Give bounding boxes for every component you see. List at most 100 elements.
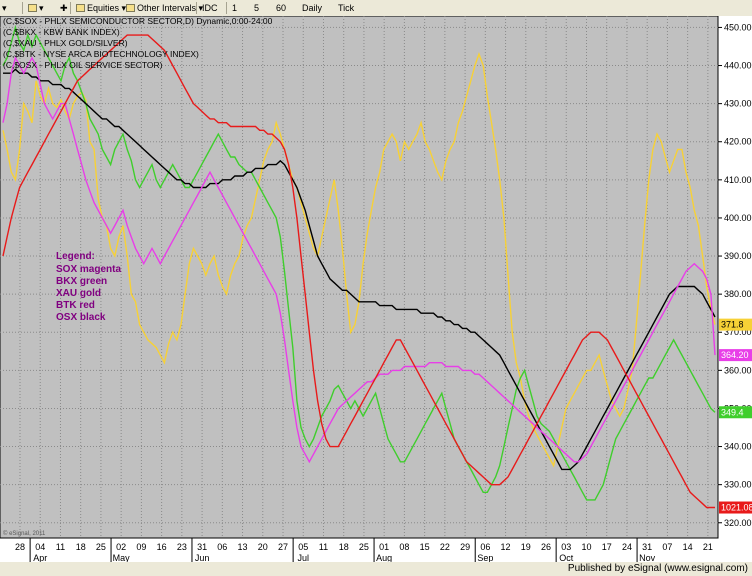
folder-icon — [28, 4, 37, 12]
y-tick-label: 360.00 — [724, 365, 752, 375]
last-value-label: 371.8 — [721, 320, 744, 330]
x-tick-label: 03 — [561, 542, 571, 552]
series-header-0: (C,$SOX - PHLX SEMICONDUCTOR SECTOR,D) D… — [3, 16, 273, 26]
y-tick-label: 420.00 — [724, 137, 752, 147]
toolbar-item-label: ▾ — [2, 3, 7, 13]
x-tick-label: 24 — [622, 542, 632, 552]
series-header-4: (C,$OSX - PHLX OIL SERVICE SECTOR) — [3, 60, 163, 70]
toolbar-separator — [196, 2, 197, 14]
series-line-sox — [2, 56, 716, 464]
toolbar-item-0[interactable]: ▾ — [2, 0, 7, 16]
x-tick-label: 15 — [420, 542, 430, 552]
toolbar-item-7[interactable]: 5 — [254, 0, 259, 16]
last-value-box-xau — [719, 318, 752, 331]
last-value-box-sox — [719, 349, 752, 362]
y-tick-label: 430.00 — [724, 99, 752, 109]
x-tick-label: 09 — [136, 542, 146, 552]
toolbar-item-10[interactable]: Tick — [338, 0, 354, 16]
legend-item: BTK red — [56, 300, 95, 311]
x-tick-label: 10 — [581, 542, 591, 552]
x-tick-label: 25 — [359, 542, 369, 552]
month-label: Nov — [639, 553, 656, 562]
x-tick-label: 20 — [258, 542, 268, 552]
x-tick-label: 19 — [521, 542, 531, 552]
x-tick-label: 17 — [602, 542, 612, 552]
x-tick-label: 31 — [642, 542, 652, 552]
folder-icon — [126, 4, 135, 12]
x-tick-label: 21 — [703, 542, 713, 552]
x-tick-label: 01 — [379, 542, 389, 552]
x-tick-label: 12 — [501, 542, 511, 552]
y-tick-label: 320.00 — [724, 518, 752, 528]
toolbar-item-9[interactable]: Daily — [302, 0, 322, 16]
legend-item: BKX green — [56, 276, 107, 287]
last-value-box-btk — [719, 501, 752, 514]
folder-icon — [76, 4, 85, 12]
toolbar-item-3[interactable]: Equities ▾ — [76, 0, 126, 16]
x-tick-label: 02 — [116, 542, 126, 552]
toolbar-item-2[interactable]: ✚ — [60, 0, 68, 16]
month-label: Jul — [297, 553, 309, 562]
toolbar-item-label: Other Intervals ▾ — [137, 3, 204, 13]
month-label: Sep — [477, 553, 493, 562]
toolbar-separator — [22, 2, 23, 14]
x-tick-label: 31 — [197, 542, 207, 552]
plot-area — [0, 16, 719, 539]
x-tick-label: 06 — [217, 542, 227, 552]
toolbar-separator — [70, 2, 71, 14]
last-value-label: 1021.08 — [721, 503, 752, 513]
month-label: Aug — [376, 553, 392, 562]
footer-bar: Published by eSignal (www.esignal.com) — [0, 562, 752, 576]
x-tick-label: 11 — [319, 542, 328, 552]
series-line-btk — [2, 34, 715, 509]
toolbar-item-label: 1 — [232, 3, 238, 13]
y-tick-label: 400.00 — [724, 213, 752, 223]
y-tick-label: 330.00 — [724, 480, 752, 490]
x-tick-label: 29 — [460, 542, 470, 552]
toolbar-item-label: Equities ▾ — [87, 3, 127, 13]
series-header-3: (C,$BTK - NYSE ARCA BIOTECHNOLOGY INDEX) — [3, 49, 199, 59]
month-label: Apr — [33, 553, 47, 562]
x-tick-label: 28 — [15, 542, 25, 552]
toolbar-item-4[interactable]: Other Intervals ▾ — [126, 0, 203, 16]
month-label: Oct — [559, 553, 574, 562]
x-tick-label: 07 — [662, 542, 672, 552]
x-tick-label: 18 — [76, 542, 86, 552]
legend-item: OSX black — [56, 312, 106, 323]
last-value-label: 349.4 — [721, 407, 744, 417]
last-value-box-bkx — [719, 406, 752, 419]
price-chart: 450.00 440.00 430.00 420.00 410.00 400.00 390.… — [0, 16, 752, 562]
x-tick-label: 26 — [541, 542, 551, 552]
toolbar-item-label: 60 — [276, 3, 287, 13]
y-tick-label: 390.00 — [724, 251, 752, 261]
y-tick-label: 380.00 — [724, 289, 752, 299]
month-label: Jun — [195, 553, 210, 562]
series-line-osx — [3, 68, 716, 471]
x-tick-label: 08 — [399, 542, 409, 552]
y-tick-label: 340.00 — [724, 442, 752, 452]
x-tick-label: 13 — [238, 542, 248, 552]
y-tick-label: 370.00 — [724, 327, 752, 337]
x-tick-label: 14 — [683, 542, 693, 552]
toolbar-item-6[interactable]: 1 — [232, 0, 237, 16]
x-tick-label: 18 — [339, 542, 349, 552]
toolbar-item-1[interactable]: ▾ — [28, 0, 44, 16]
last-value-label: 364.20 — [721, 350, 749, 360]
watermark: © eSignal, 2011 — [3, 530, 46, 537]
x-tick-label: 16 — [157, 542, 167, 552]
series-header-1: (C,$BKX - KBW BANK INDEX) — [3, 27, 120, 37]
toolbar-item-label: ▾ — [39, 3, 44, 13]
toolbar-item-label: IDC — [202, 3, 218, 13]
toolbar: ▾ ▾ ✚ Equities ▾ Other Intervals ▾ IDC 1 5 60 Dai… — [0, 0, 752, 17]
y-tick-label: 440.00 — [724, 61, 752, 71]
x-tick-label: 23 — [177, 542, 187, 552]
legend-title: Legend: — [56, 251, 95, 262]
toolbar-item-label: Tick — [338, 3, 355, 13]
x-tick-label: 06 — [480, 542, 490, 552]
toolbar-item-label: Daily — [302, 3, 323, 13]
x-tick-label: 25 — [96, 542, 106, 552]
y-tick-label: 450.00 — [724, 22, 752, 32]
toolbar-item-8[interactable]: 60 — [276, 0, 286, 16]
toolbar-item-5[interactable]: IDC — [202, 0, 218, 16]
toolbar-separator — [226, 2, 227, 14]
